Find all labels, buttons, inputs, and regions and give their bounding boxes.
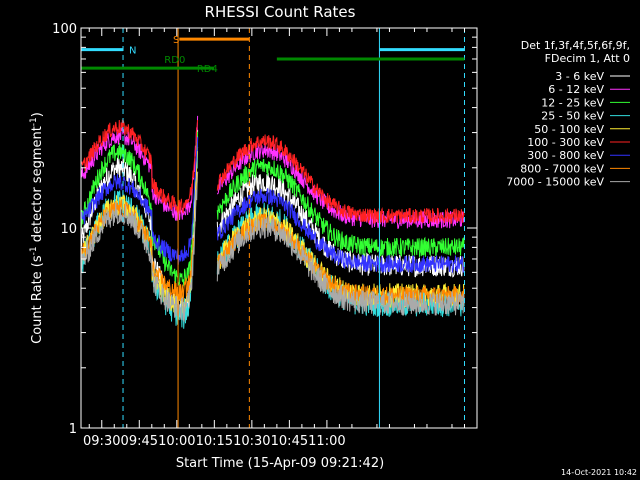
y-tick-label: 1 [69, 422, 77, 437]
legend-entry-label: 300 - 800 keV [527, 149, 604, 162]
legend-entry-label: 100 - 300 keV [527, 136, 604, 149]
series-line [216, 188, 465, 274]
x-tick-label: 10:15 [196, 434, 233, 449]
x-tick-label: 10:45 [271, 434, 308, 449]
series-line [216, 214, 465, 316]
series-line [216, 134, 465, 225]
flag-label: S [173, 35, 179, 46]
legend-entry-label: 3 - 6 keV [555, 70, 604, 83]
chart-title: RHESSI Count Rates [205, 3, 356, 21]
series-line [216, 158, 465, 257]
y-axis-label: Count Rate (s-1 detector segment-1) [29, 112, 45, 344]
legend: Det 1f,3f,4f,5f,6f,9f,FDecim 1, Att 0 3 -… [506, 39, 630, 189]
legend-header: FDecim 1, Att 0 [545, 52, 630, 65]
y-tick-label: 10 [60, 222, 77, 237]
legend-entry-label: 7000 - 15000 keV [506, 176, 604, 189]
y-tick-label: 100 [52, 22, 77, 37]
axis-layer: 1 10 100 09:30 09:45 10:00 10:15 10:30 10:45 11:0… [52, 22, 477, 449]
flag-label: N [129, 46, 136, 57]
data-layer [80, 115, 465, 329]
x-tick-label: 10:30 [233, 434, 270, 449]
legend-entry-label: 800 - 7000 keV [520, 162, 604, 175]
legend-header: Det 1f,3f,4f,5f,6f,9f, [521, 39, 630, 52]
flag-label: RD0 [164, 55, 185, 66]
x-axis-label: Start Time (15-Apr-09 09:21:42) [176, 456, 384, 471]
x-tick-label: 10:00 [158, 434, 195, 449]
generation-timestamp: 14-Oct-2021 10:42 [561, 468, 637, 477]
x-tick-label: 09:45 [121, 434, 158, 449]
flag-label: RD4 [197, 64, 218, 75]
legend-entry-label: 6 - 12 keV [548, 83, 604, 96]
x-tick-label: 11:00 [308, 434, 345, 449]
legend-entry-label: 25 - 50 keV [541, 110, 604, 123]
legend-entry-label: 12 - 25 keV [541, 96, 604, 109]
legend-entry-label: 50 - 100 keV [534, 123, 604, 136]
x-tick-label: 09:30 [83, 434, 120, 449]
